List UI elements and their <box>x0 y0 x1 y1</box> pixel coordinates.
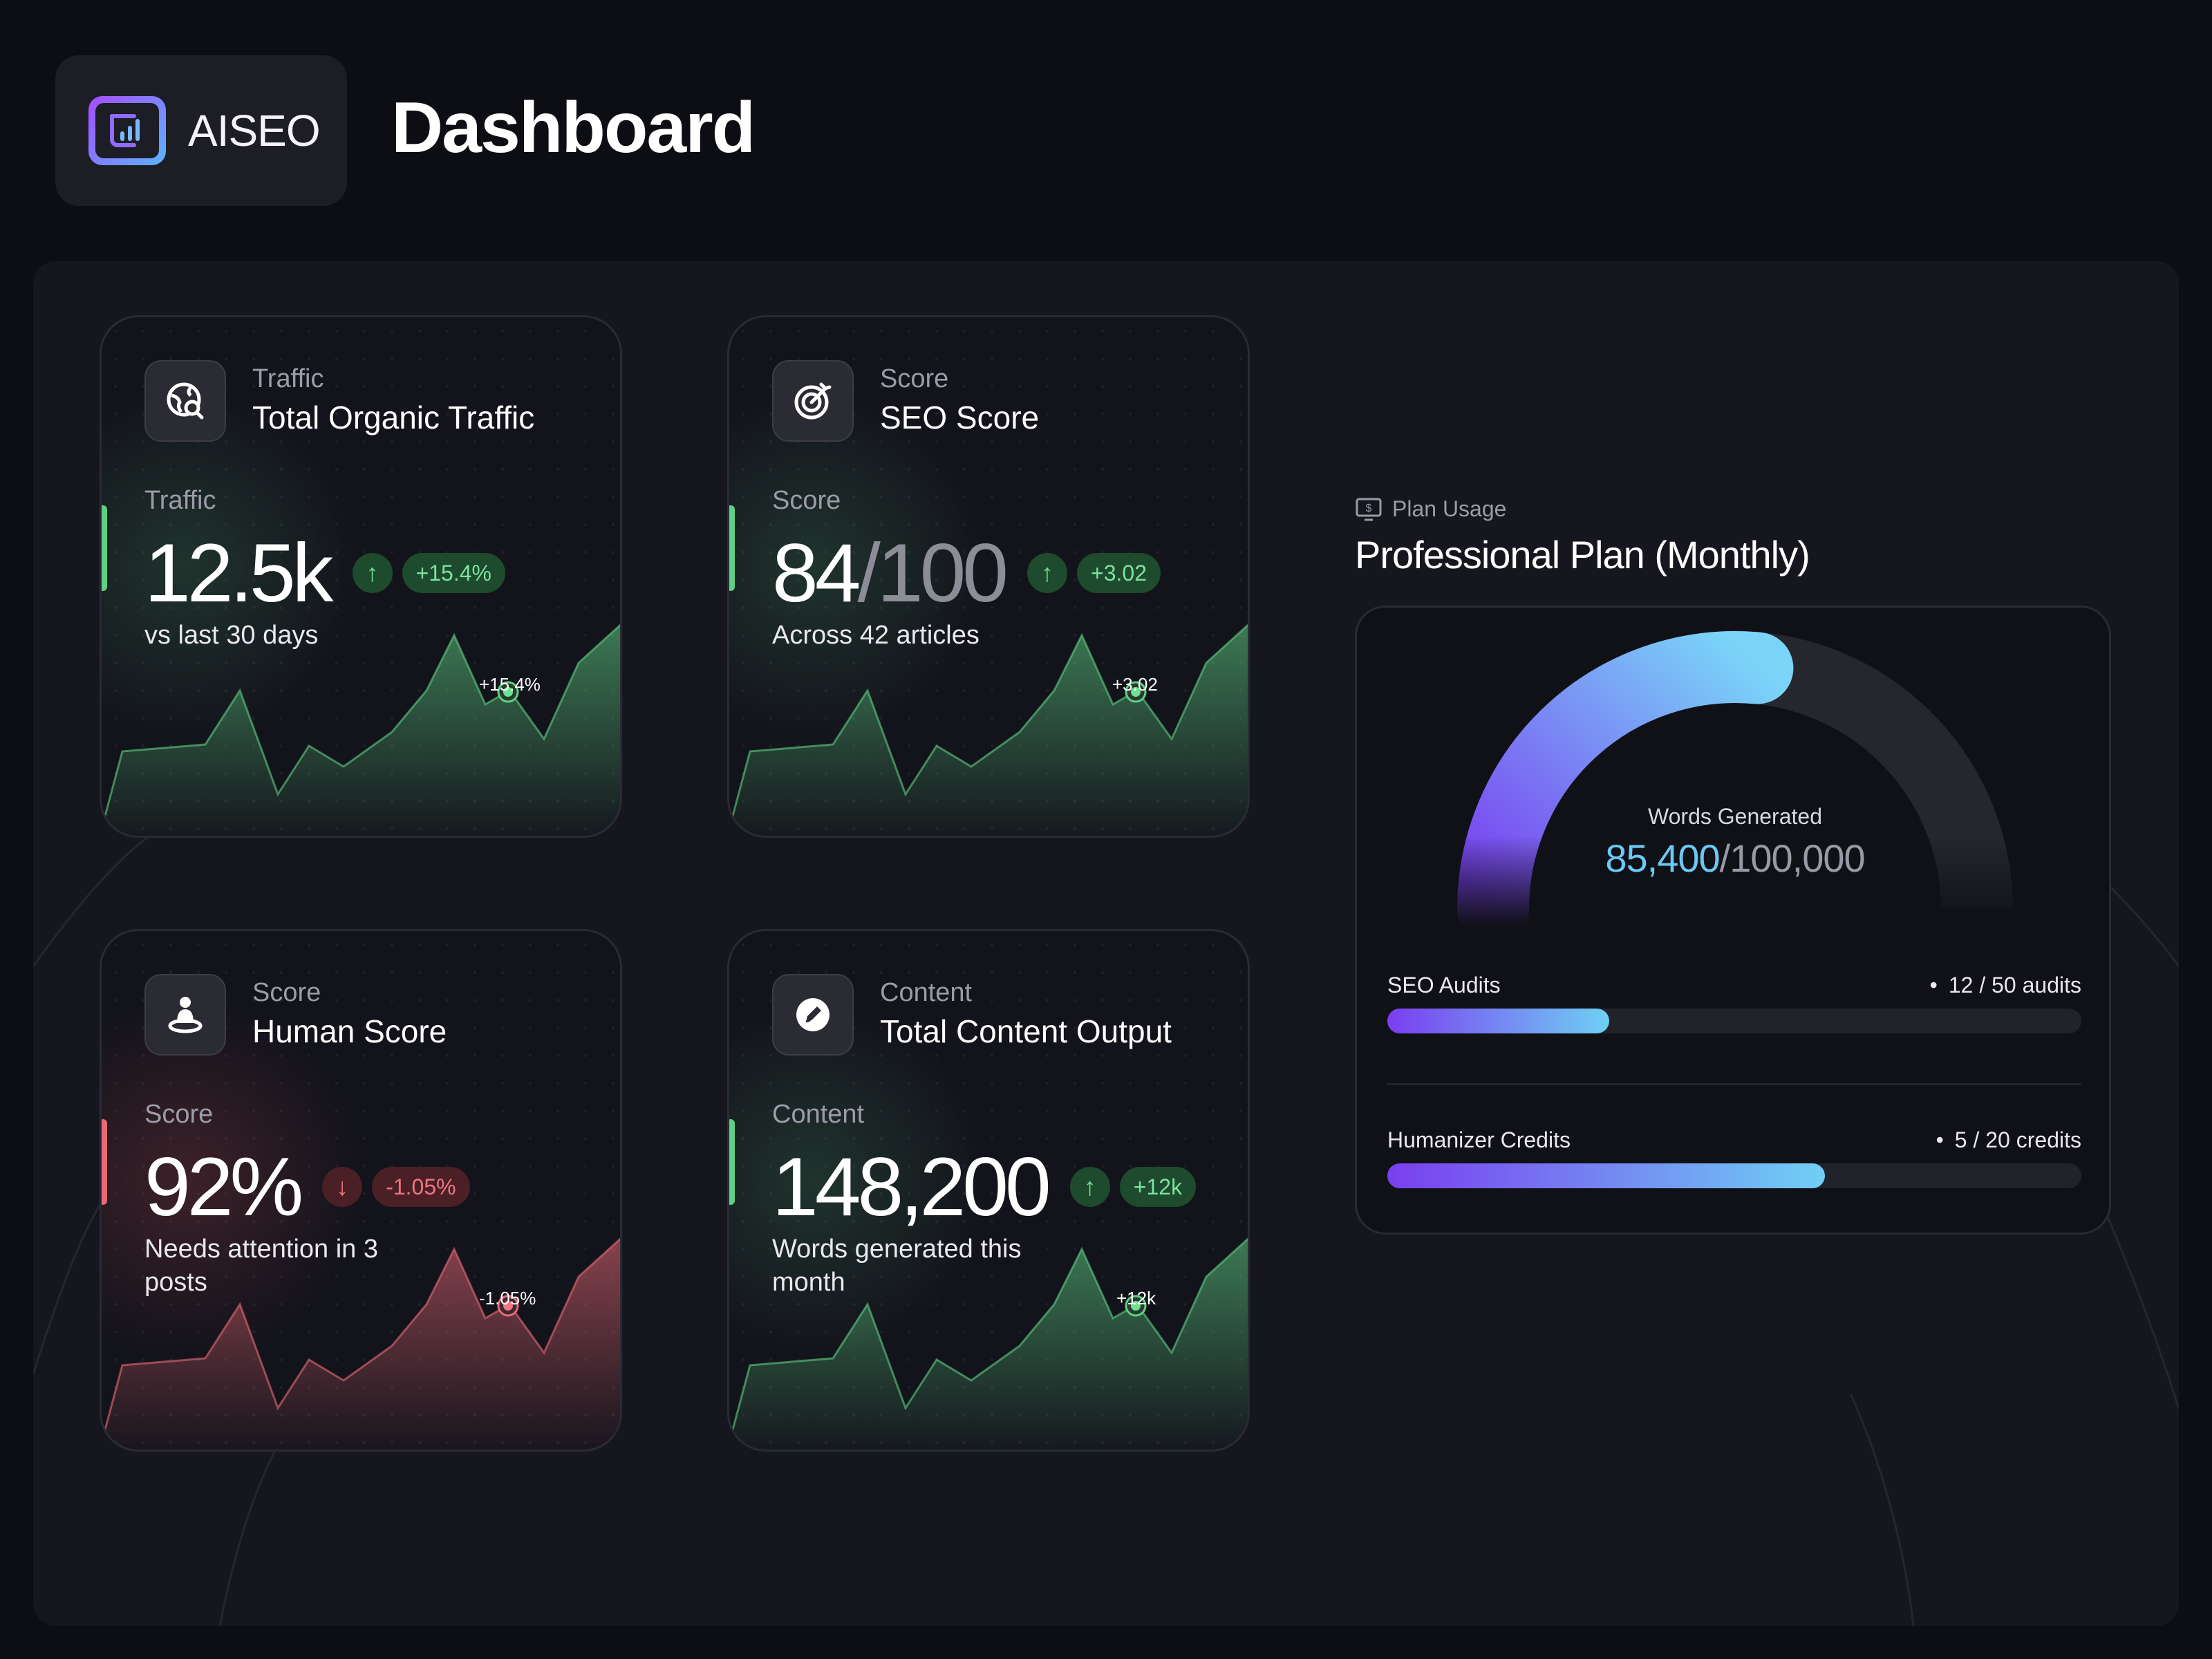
pen-icon <box>772 974 854 1056</box>
metric-label: Traffic <box>144 486 216 515</box>
card-title: SEO Score <box>880 400 1040 435</box>
sparkline-label: +3.02 <box>1112 674 1158 695</box>
card-title: Total Content Output <box>880 1013 1172 1049</box>
sparkline-chart <box>102 624 620 836</box>
metric-value: 12.5k <box>144 527 334 619</box>
card-category: Score <box>252 978 321 1007</box>
divider <box>1387 1083 2081 1085</box>
arrow-down-icon: ↓ <box>322 1167 363 1207</box>
metric-value: 84 <box>772 527 861 619</box>
progress-track <box>1387 1163 2081 1188</box>
arrow-up-icon: ↑ <box>1027 553 1068 593</box>
background-arcs <box>33 834 2179 1626</box>
card-category: Traffic <box>252 364 324 393</box>
metric-denominator: /100 <box>857 527 1009 619</box>
gauge-label: Words Generated <box>1648 804 1822 829</box>
metric-subtitle: vs last 30 days <box>144 621 319 650</box>
delta-badge: +3.02 <box>1077 553 1161 593</box>
gauge-used: 85,400 <box>1605 836 1720 880</box>
metric-value: 148,200 <box>772 1141 1051 1233</box>
sparkline-chart <box>102 1237 620 1450</box>
delta-badge: -1.05% <box>372 1167 470 1207</box>
accent-bar <box>102 505 107 591</box>
page-title: Dashboard <box>391 88 756 168</box>
usage-count: • 5 / 20 credits <box>1936 1127 2081 1152</box>
words-gauge <box>1357 631 2109 926</box>
card-title: Human Score <box>252 1013 447 1049</box>
sparkline-label: -1.05% <box>479 1288 536 1309</box>
usage-count: • 12 / 50 audits <box>1929 973 2081 997</box>
sparkline-chart <box>729 1237 1248 1450</box>
progress-fill <box>1387 1163 1825 1188</box>
metric-label: Content <box>772 1100 865 1129</box>
delta-badge: +12k <box>1119 1167 1197 1207</box>
metric-subtitle: Across 42 articles <box>772 621 980 650</box>
progress-fill <box>1387 1009 1610 1033</box>
globe-search-icon <box>144 360 226 442</box>
plan-header: $ Plan Usage <box>1355 496 1506 522</box>
plan-category: Plan Usage <box>1392 496 1507 521</box>
accent-bar <box>102 1119 107 1205</box>
card-seo-score[interactable]: Score SEO Score Score 84 /100 ↑ +3.02 Ac… <box>727 315 1250 838</box>
card-human-score[interactable]: Score Human Score Score 92% ↓ -1.05% Nee… <box>100 929 622 1452</box>
metric-subtitle: Needs attention in 3 posts <box>144 1235 379 1297</box>
plan-title: Professional Plan (Monthly) <box>1355 533 1810 577</box>
gauge-total: /100,000 <box>1719 836 1866 880</box>
usage-name: SEO Audits <box>1387 973 1501 997</box>
gauge-value: 85,400/100,000 <box>1357 836 2109 881</box>
card-category: Score <box>880 364 949 393</box>
usage-name: Humanizer Credits <box>1387 1127 1571 1152</box>
sparkline-label: +15.4% <box>479 674 541 695</box>
card-organic-traffic[interactable]: Traffic Total Organic Traffic Traffic 12… <box>100 315 622 838</box>
metric-label: Score <box>144 1100 214 1129</box>
sparkline-label: +12k <box>1116 1288 1156 1309</box>
brand-name: AISEO <box>188 106 321 156</box>
svg-text:$: $ <box>1366 503 1372 514</box>
arrow-up-icon: ↑ <box>352 553 393 593</box>
metric-label: Score <box>772 486 841 515</box>
brand-logo[interactable]: AISEO <box>55 55 347 206</box>
card-content-output[interactable]: Content Total Content Output Content 148… <box>727 929 1250 1452</box>
chart-bar-icon <box>88 96 166 165</box>
card-category: Content <box>880 978 973 1007</box>
arrow-up-icon: ↑ <box>1069 1167 1110 1207</box>
sparkline-chart <box>729 624 1248 836</box>
person-icon <box>144 974 226 1056</box>
accent-bar <box>729 505 735 591</box>
progress-track <box>1387 1009 2081 1033</box>
metric-subtitle: Words generated this month <box>772 1235 1022 1297</box>
target-icon <box>772 360 854 442</box>
plan-usage-card: Words Generated 85,400/100,000 SEO Audit… <box>1355 606 2111 1235</box>
metric-value: 92% <box>144 1141 303 1233</box>
accent-bar <box>729 1119 735 1205</box>
card-title: Total Organic Traffic <box>252 400 535 435</box>
billing-icon: $ <box>1356 498 1382 521</box>
delta-badge: +15.4% <box>402 553 505 593</box>
